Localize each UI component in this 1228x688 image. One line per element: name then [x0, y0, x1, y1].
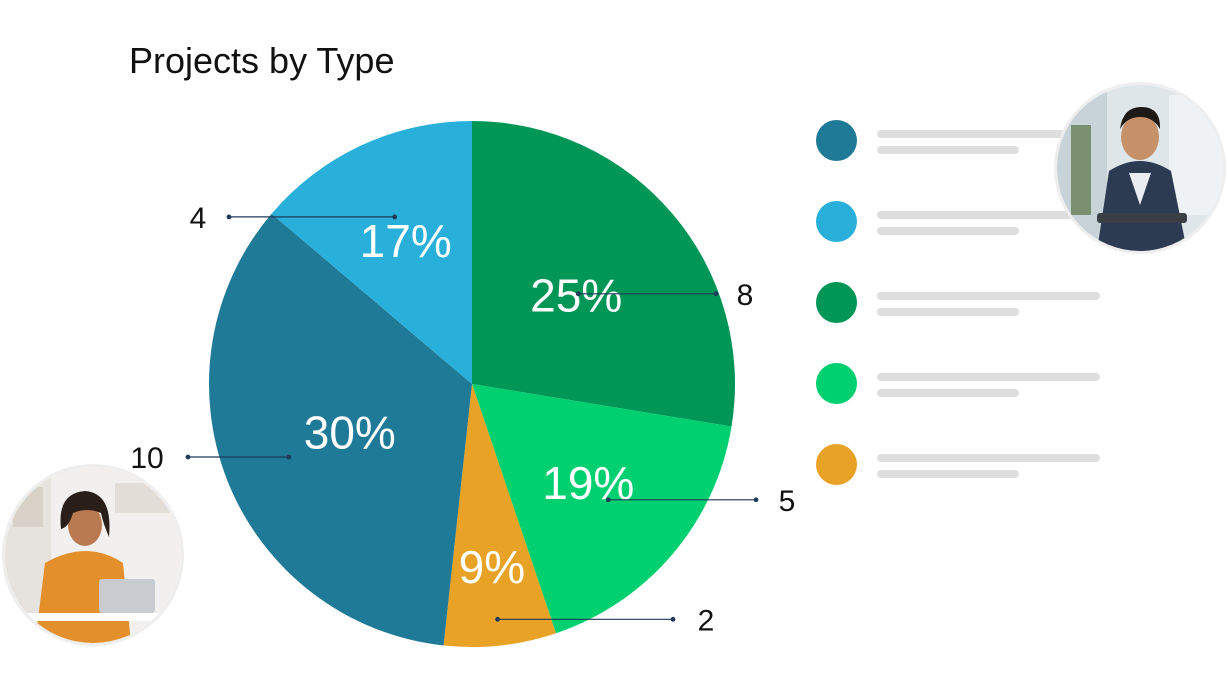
leader-dot: [226, 214, 232, 220]
slice-percent-label: 19%: [542, 457, 634, 509]
legend-text-placeholder: [877, 211, 1100, 219]
slice-count-label: 8: [737, 279, 754, 312]
legend-text-placeholder: [877, 292, 1100, 300]
legend-item: [816, 282, 1106, 363]
pie-slice: [443, 384, 556, 647]
leader-dot: [392, 214, 398, 220]
legend-swatch: [816, 201, 857, 242]
pie-slices: [208, 121, 735, 647]
legend-swatch: [816, 444, 857, 485]
avatar-woman-laptop: [5, 467, 181, 643]
leader-dot: [495, 616, 500, 622]
legend-swatch: [816, 120, 857, 161]
legend-swatch: [816, 282, 857, 323]
legend-item: [816, 444, 1106, 525]
legend: [816, 120, 1106, 525]
chart-title: Projects by Type: [129, 40, 395, 81]
percent-labels: 25% 19% 9% 30% 17%: [304, 215, 635, 593]
pie-slice: [472, 121, 735, 427]
pie-slice: [208, 213, 472, 646]
legend-text-placeholder: [877, 227, 1019, 235]
leader-dot: [713, 291, 719, 297]
legend-item: [816, 363, 1106, 444]
legend-swatch: [816, 363, 857, 404]
legend-item: [816, 201, 1106, 282]
legend-text-placeholder: [877, 130, 1100, 138]
slice-count-label: 2: [698, 604, 715, 637]
leader-dot: [605, 497, 611, 503]
leader-dot: [185, 454, 191, 460]
person-photo-icon: [1057, 85, 1223, 251]
legend-text-placeholder: [877, 373, 1100, 381]
leader-dot: [670, 616, 676, 622]
legend-text-placeholder: [877, 454, 1100, 462]
leader-dot: [753, 497, 759, 503]
legend-text-placeholder: [877, 146, 1019, 154]
legend-text-placeholder: [877, 308, 1019, 316]
slice-count-label: 5: [779, 485, 796, 518]
leader-dot: [575, 291, 581, 297]
slice-percent-label: 30%: [304, 407, 396, 459]
slice-count-label: 4: [190, 202, 207, 235]
avatar-man-laptop: [1057, 85, 1223, 251]
legend-text-placeholder: [877, 389, 1019, 397]
leader-dot: [286, 454, 292, 460]
legend-item: [816, 120, 1106, 201]
pie-slice: [271, 121, 472, 384]
legend-text-placeholder: [877, 470, 1019, 478]
person-photo-icon: [5, 467, 181, 643]
slice-percent-label: 25%: [530, 270, 622, 322]
slice-percent-label: 9%: [459, 541, 525, 593]
pie-slice: [472, 384, 732, 634]
slice-percent-label: 17%: [360, 215, 452, 267]
leader-lines: [185, 214, 759, 622]
